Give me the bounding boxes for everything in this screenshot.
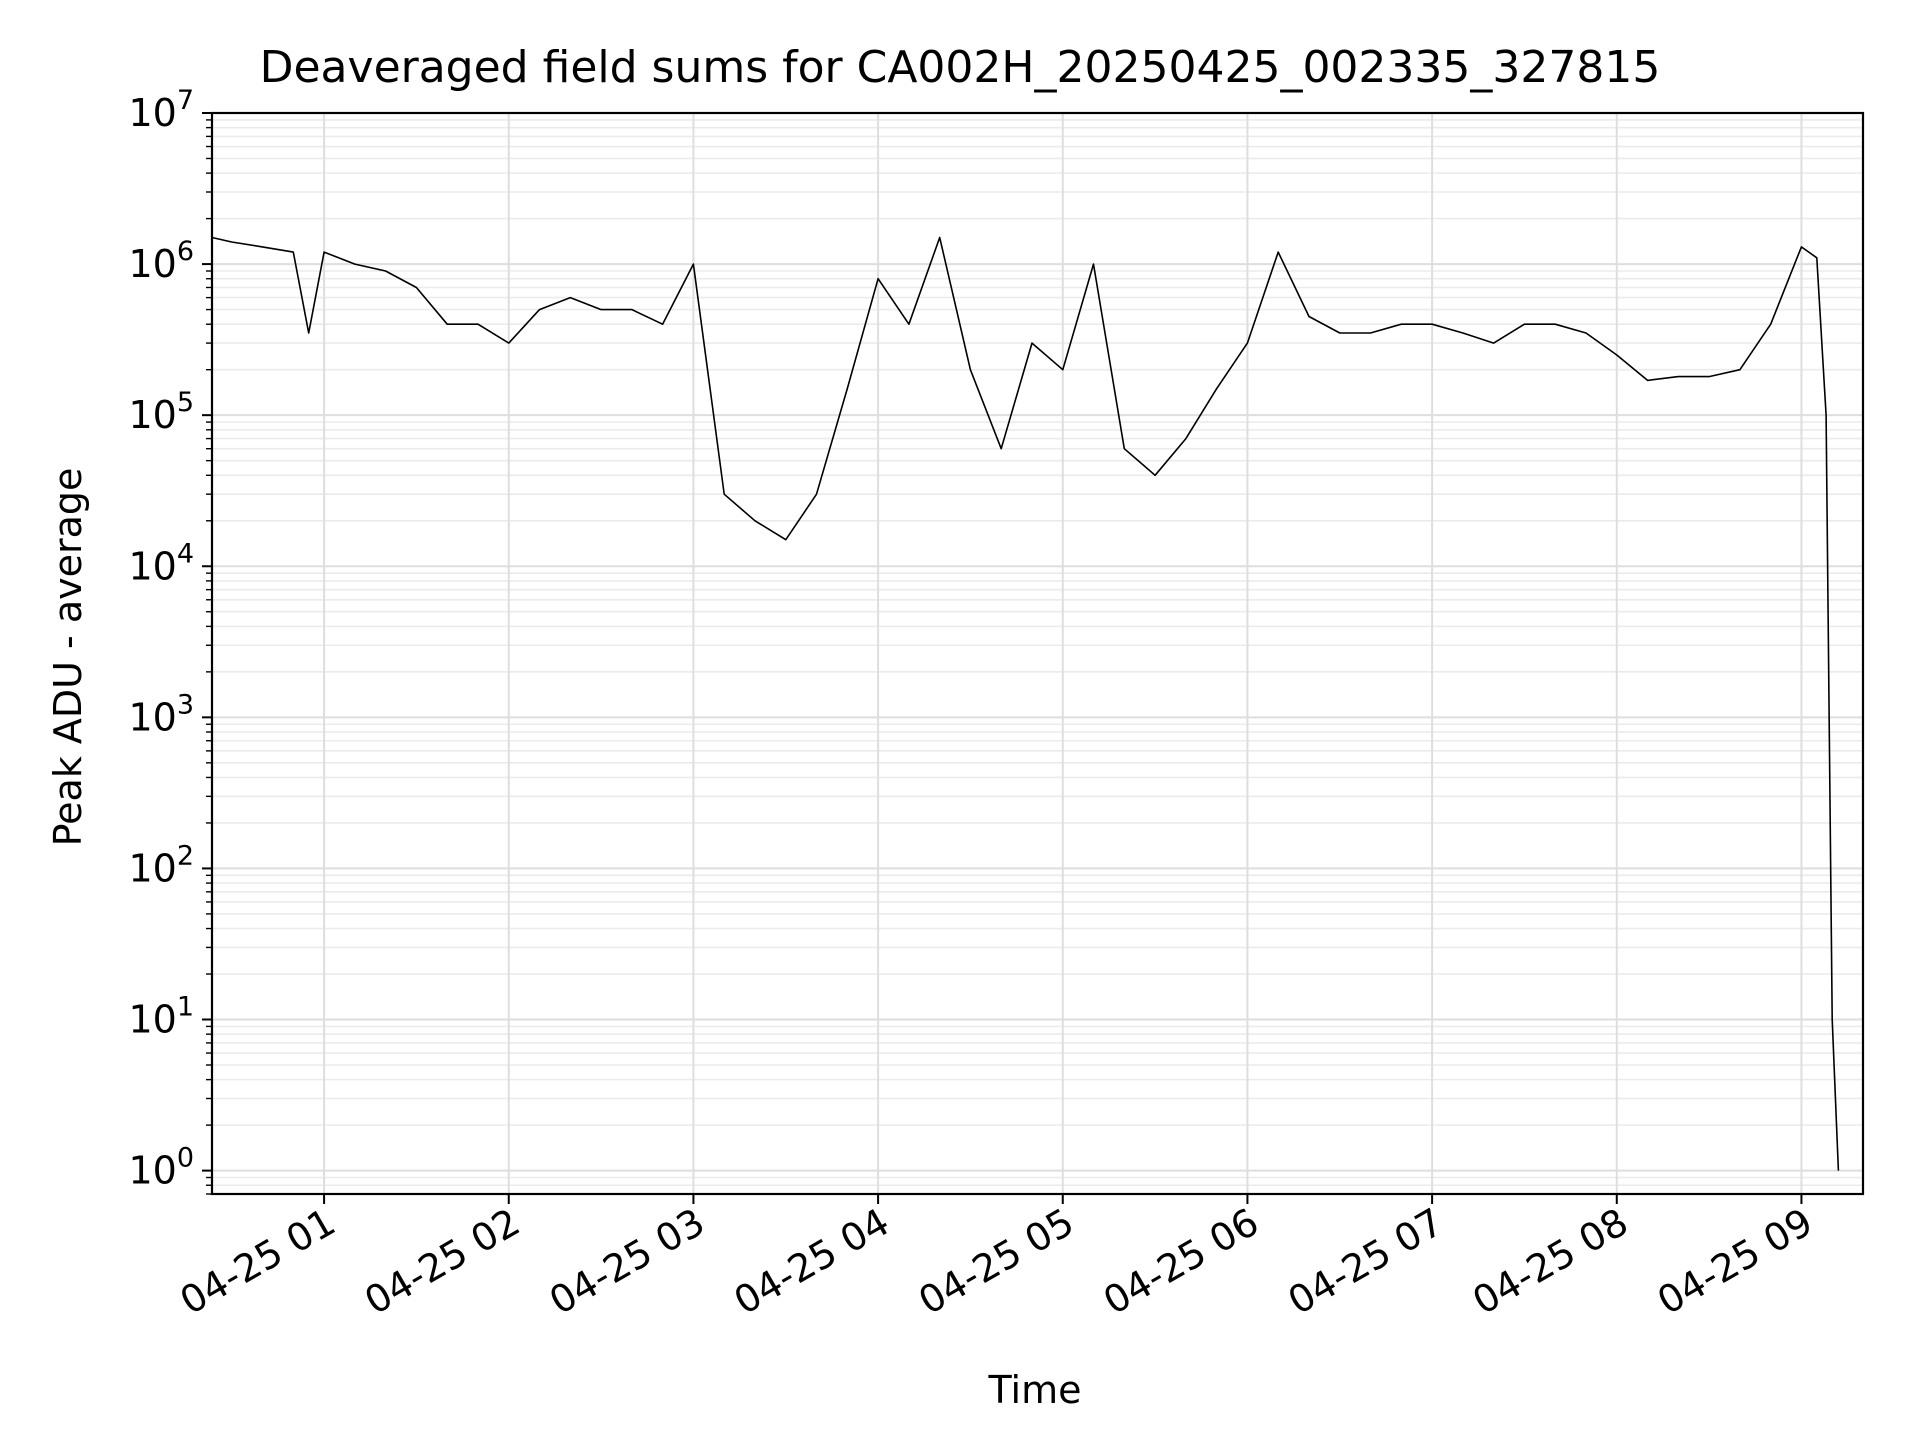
y-axis-label: Peak ADU - average	[46, 467, 90, 847]
x-tick-label: 04-25 07	[1281, 1200, 1451, 1324]
y-tick-label: 103	[128, 689, 194, 739]
y-tick-label: 101	[128, 992, 194, 1042]
plot-frame	[210, 111, 1865, 1196]
x-tick-label: 04-25 04	[727, 1200, 897, 1324]
x-tick-label: 04-25 03	[542, 1200, 712, 1324]
y-tick-label: 107	[128, 85, 194, 135]
series-layer	[211, 236, 1840, 1171]
chart-title: Deaveraged field sums for CA002H_2025042…	[259, 42, 1661, 93]
x-tick-label: 04-25 05	[911, 1200, 1081, 1324]
grid	[212, 112, 1863, 1195]
y-tick-label: 106	[128, 236, 194, 286]
y-tick-label: 102	[128, 840, 194, 890]
y-tick-label: 105	[128, 387, 194, 437]
x-tick-label: 04-25 06	[1096, 1200, 1266, 1324]
x-tick-label: 04-25 08	[1465, 1200, 1635, 1324]
y-tick-label: 100	[128, 1143, 194, 1193]
x-axis-label: Time	[988, 1368, 1082, 1412]
y-tick-label: 104	[128, 538, 194, 588]
x-tick-label: 04-25 01	[173, 1200, 343, 1324]
x-tick-label: 04-25 02	[357, 1200, 527, 1324]
series-line	[211, 236, 1840, 1171]
x-tick-label: 04-25 09	[1650, 1200, 1820, 1324]
